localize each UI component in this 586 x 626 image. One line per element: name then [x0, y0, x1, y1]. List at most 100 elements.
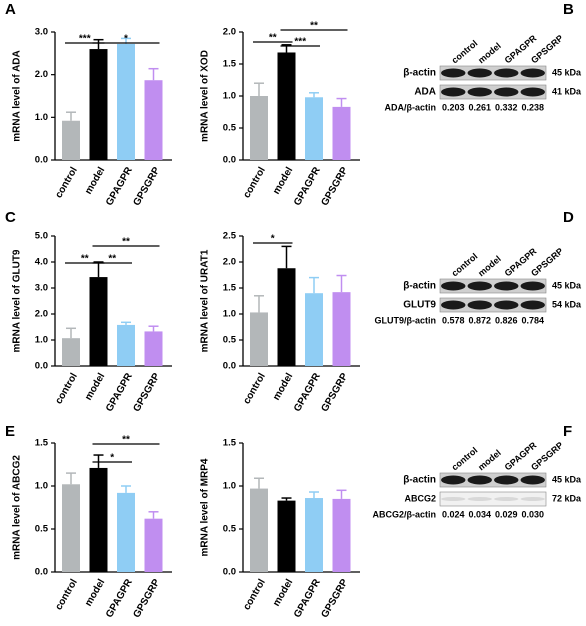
significance-label: *	[110, 453, 114, 464]
bar	[305, 97, 323, 160]
x-tick-label: GPAGPR	[104, 165, 135, 208]
blot-band	[494, 87, 519, 97]
y-tick-label: 0.5	[35, 524, 49, 535]
ratio-value: 0.238	[521, 102, 544, 112]
y-tick-label: 2.5	[223, 231, 237, 242]
blot-band	[494, 475, 519, 485]
bar	[89, 49, 108, 160]
panel-letter: D	[563, 209, 574, 226]
bar	[62, 338, 80, 366]
bar	[117, 43, 135, 160]
y-axis-title: mRNA level of ABCG2	[12, 455, 23, 560]
y-tick-label: 1.0	[35, 335, 48, 346]
blot-band	[467, 497, 492, 501]
blot-strip	[439, 472, 547, 488]
lane-label: control	[450, 38, 480, 65]
x-tick-label: GPSGRP	[131, 371, 162, 414]
significance-label: **	[108, 254, 116, 265]
ratio-label: ABCG2/β-actin	[372, 509, 436, 519]
x-tick-label: GPAGPR	[292, 371, 323, 414]
y-axis-title: mRNA level of ADA	[12, 50, 23, 142]
bar	[250, 96, 268, 160]
lane-label: model	[476, 254, 503, 279]
bar	[277, 500, 296, 572]
y-tick-label: 1.0	[35, 112, 48, 123]
kda-label: 45 kDa	[552, 67, 582, 77]
ratio-value: 0.826	[495, 315, 518, 325]
x-tick-label: control	[241, 577, 268, 612]
bar	[250, 312, 268, 366]
bar	[305, 498, 323, 572]
y-tick-label: 1.0	[223, 91, 236, 102]
blot-band	[494, 497, 519, 501]
y-tick-label: 1.5	[223, 59, 237, 70]
y-tick-label: 2.0	[35, 309, 48, 320]
panel-letter: F	[563, 423, 572, 440]
lane-label: model	[476, 41, 503, 66]
x-tick-label: GPSGRP	[319, 577, 350, 620]
blot-strip	[439, 278, 547, 294]
x-tick-label: control	[53, 165, 80, 200]
significance-label: **	[81, 254, 89, 265]
x-tick-label: control	[53, 577, 80, 612]
ratio-value: 0.578	[442, 315, 465, 325]
kda-label: 72 kDa	[552, 493, 582, 503]
ratio-value: 0.784	[521, 315, 544, 325]
blot-band	[494, 281, 519, 291]
y-tick-label: 1.0	[35, 481, 48, 492]
bar	[144, 518, 163, 572]
blot-band	[467, 68, 492, 78]
ratio-value: 0.872	[468, 315, 491, 325]
bar	[117, 324, 135, 366]
y-tick-label: 3.0	[35, 283, 48, 294]
blot-band	[441, 87, 466, 97]
blot-band	[520, 87, 545, 97]
x-tick-label: control	[53, 371, 80, 406]
y-tick-label: 1.5	[223, 438, 237, 449]
significance-label: **	[122, 237, 130, 248]
y-tick-label: 0.0	[223, 361, 236, 372]
bar	[144, 80, 163, 160]
significance-label: **	[122, 435, 130, 446]
panel-letter: E	[5, 423, 15, 440]
blot-strip	[439, 65, 547, 81]
ratio-value: 0.261	[468, 102, 491, 112]
row-label: ADA	[414, 87, 436, 98]
significance-label: **	[269, 33, 277, 44]
row-label: GLUT9	[403, 300, 436, 311]
bar	[144, 331, 163, 366]
blot-band	[467, 281, 492, 291]
blot-band	[467, 475, 492, 485]
blot-strip	[439, 84, 547, 100]
bar	[277, 52, 296, 161]
kda-label: 41 kDa	[552, 86, 582, 96]
x-tick-label: GPAGPR	[292, 165, 323, 208]
x-tick-label: GPAGPR	[104, 371, 135, 414]
panel-letter: C	[5, 209, 16, 226]
significance-label: ***	[79, 34, 91, 45]
ratio-value: 0.332	[495, 102, 518, 112]
blot-band	[441, 68, 466, 78]
lane-label: control	[450, 251, 480, 278]
y-axis-title: mRNA level of MRP4	[200, 458, 211, 556]
x-tick-label: GPAGPR	[292, 577, 323, 620]
y-tick-label: 1.5	[223, 283, 237, 294]
blot-strip	[439, 297, 547, 313]
blot-band	[441, 281, 466, 291]
y-tick-label: 3.0	[35, 27, 48, 38]
y-tick-label: 5.0	[35, 231, 48, 242]
y-tick-label: 0.5	[223, 524, 237, 535]
y-tick-label: 0.0	[35, 361, 48, 372]
bar	[62, 120, 80, 160]
x-tick-label: model	[271, 371, 295, 402]
bar	[332, 292, 351, 366]
bar	[250, 488, 268, 572]
row-label: ABCG2	[404, 493, 436, 503]
y-tick-label: 0.5	[223, 335, 237, 346]
x-tick-label: GPAGPR	[104, 577, 135, 620]
blot-band	[520, 475, 545, 485]
y-tick-label: 0.5	[223, 123, 237, 134]
significance-label: *	[124, 34, 128, 45]
kda-label: 54 kDa	[552, 299, 582, 309]
row-label: β-actin	[403, 281, 436, 292]
